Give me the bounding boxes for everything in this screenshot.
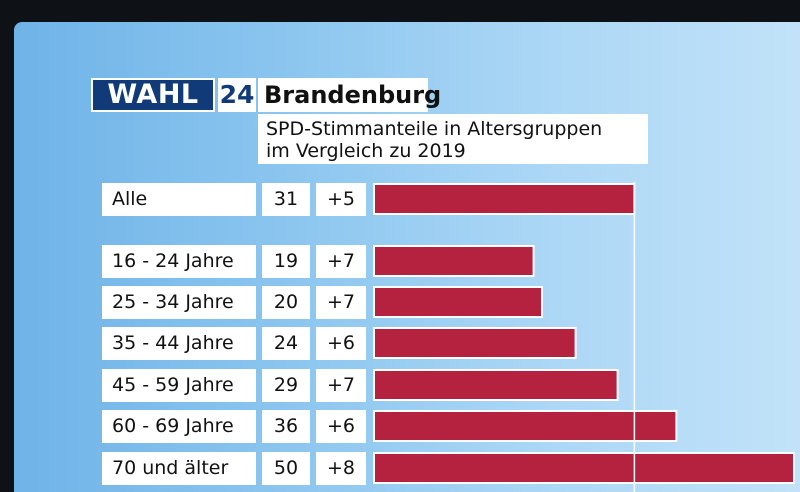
- bar: [373, 410, 678, 442]
- subtitle-line-2: im Vergleich zu 2019: [266, 140, 466, 162]
- chart-subtitle: SPD-Stimmanteile in Altersgruppen im Ver…: [258, 114, 648, 164]
- change-label: +7: [316, 245, 366, 278]
- wahl-logo-text: WAHL: [107, 79, 199, 110]
- value-label: 36: [262, 410, 310, 443]
- category-label: 35 - 44 Jahre: [102, 327, 256, 360]
- wahl-logo: WAHL: [91, 78, 215, 112]
- value-label: 19: [262, 245, 310, 278]
- value-label: 20: [262, 286, 310, 319]
- bar: [373, 245, 535, 277]
- bar: [373, 452, 795, 484]
- change-label: +7: [316, 369, 366, 402]
- value-label: 29: [262, 369, 310, 402]
- category-label: 60 - 69 Jahre: [102, 410, 256, 443]
- bar-chart: [373, 182, 795, 492]
- tv-screen: WAHL 24 Brandenburg SPD-Stimmanteile in …: [14, 22, 800, 492]
- region-title: Brandenburg: [258, 78, 441, 112]
- bar: [373, 369, 619, 401]
- bar: [373, 286, 543, 318]
- value-label: 50: [262, 452, 310, 485]
- category-label: 25 - 34 Jahre: [102, 286, 256, 319]
- subtitle-line-1: SPD-Stimmanteile in Altersgruppen: [266, 118, 603, 140]
- bar: [373, 183, 636, 215]
- 24-logo-text: 24: [219, 80, 255, 109]
- value-label: 31: [262, 183, 310, 216]
- bar: [373, 327, 577, 359]
- change-label: +5: [316, 183, 366, 216]
- change-label: +6: [316, 327, 366, 360]
- category-label: 70 und älter: [102, 452, 256, 485]
- value-label: 24: [262, 327, 310, 360]
- category-label: 16 - 24 Jahre: [102, 245, 256, 278]
- 24-logo: 24: [218, 78, 256, 112]
- category-label: 45 - 59 Jahre: [102, 369, 256, 402]
- category-label: Alle: [102, 183, 256, 216]
- change-label: +6: [316, 410, 366, 443]
- change-label: +8: [316, 452, 366, 485]
- change-label: +7: [316, 286, 366, 319]
